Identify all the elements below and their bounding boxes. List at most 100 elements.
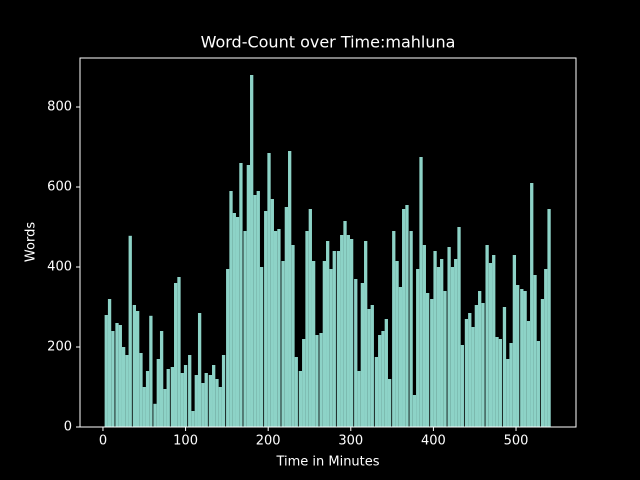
bar	[474, 305, 479, 427]
bar	[226, 269, 230, 427]
bar	[419, 157, 423, 427]
bar	[277, 229, 281, 427]
bar	[409, 231, 413, 427]
y-axis-label: Words	[24, 222, 39, 262]
bar	[471, 327, 475, 427]
bar	[398, 287, 403, 427]
bar	[270, 199, 274, 427]
y-tick-label: 200	[47, 340, 72, 355]
bar	[212, 365, 216, 427]
bar	[433, 251, 437, 427]
bar	[264, 211, 268, 427]
bar	[378, 335, 382, 427]
bar	[308, 209, 312, 427]
bar	[336, 251, 341, 427]
bar	[288, 151, 292, 427]
bar	[291, 245, 295, 427]
bar	[128, 235, 132, 427]
bar	[149, 315, 153, 427]
bar	[145, 371, 150, 427]
bar	[121, 347, 126, 427]
bar	[256, 191, 260, 427]
bar	[332, 251, 336, 427]
bar	[311, 261, 316, 427]
x-tick-label: 0	[99, 434, 107, 449]
bar	[159, 331, 164, 427]
bar	[177, 277, 181, 427]
y-tick-label: 800	[47, 100, 72, 115]
bar	[340, 235, 344, 427]
bar	[302, 339, 306, 427]
bar	[253, 195, 257, 427]
bar	[170, 367, 175, 427]
bar	[460, 345, 464, 427]
chart-title: Word-Count over Time:mahluna	[201, 33, 456, 52]
bar	[166, 369, 170, 427]
bar	[273, 231, 278, 427]
bar	[142, 387, 146, 427]
bar	[402, 209, 406, 427]
bar	[319, 333, 323, 427]
bar	[495, 337, 499, 427]
bar	[544, 269, 548, 427]
bar	[422, 245, 426, 427]
bar	[498, 339, 502, 427]
bar	[221, 355, 226, 427]
bar	[464, 319, 469, 427]
bar	[354, 279, 358, 427]
bar	[197, 313, 202, 427]
bar	[201, 383, 205, 427]
bar	[416, 269, 420, 427]
bar	[180, 373, 184, 427]
bar	[139, 353, 143, 427]
bar	[412, 395, 417, 427]
bar	[387, 379, 392, 427]
bar	[468, 313, 472, 427]
bar	[381, 331, 385, 427]
bar	[305, 231, 309, 427]
bar	[430, 299, 434, 427]
bar	[425, 293, 430, 427]
bar	[478, 291, 482, 427]
bar	[481, 303, 485, 427]
bar	[395, 261, 399, 427]
bar	[520, 289, 524, 427]
bar	[136, 311, 140, 427]
bar	[506, 359, 510, 427]
bar	[450, 267, 455, 427]
bar	[502, 307, 507, 427]
bar	[526, 321, 531, 427]
bar	[488, 263, 493, 427]
bar	[232, 213, 236, 427]
bar	[298, 371, 303, 427]
bar	[540, 299, 545, 427]
y-tick-label: 0	[64, 420, 72, 435]
x-tick-label: 300	[338, 434, 363, 449]
x-axis-label: Time in Minutes	[275, 455, 379, 470]
bar	[132, 305, 137, 427]
bar	[215, 379, 219, 427]
bar	[530, 183, 534, 427]
bar	[357, 371, 361, 427]
bar	[322, 261, 327, 427]
bar	[512, 255, 517, 427]
bar	[343, 221, 347, 427]
bar	[533, 275, 537, 427]
bar	[523, 291, 527, 427]
bar	[384, 319, 388, 427]
bar	[218, 387, 222, 427]
bar	[194, 375, 198, 427]
bar	[443, 291, 447, 427]
bar	[281, 261, 285, 427]
bar	[204, 373, 208, 427]
bar	[235, 217, 240, 427]
x-tick-label: 500	[504, 434, 529, 449]
bar	[447, 247, 451, 427]
bar	[367, 309, 371, 427]
x-tick-label: 100	[173, 434, 198, 449]
bar	[360, 283, 365, 427]
bar	[374, 357, 379, 427]
bar	[104, 315, 108, 427]
bar	[284, 207, 289, 427]
bar	[436, 267, 441, 427]
